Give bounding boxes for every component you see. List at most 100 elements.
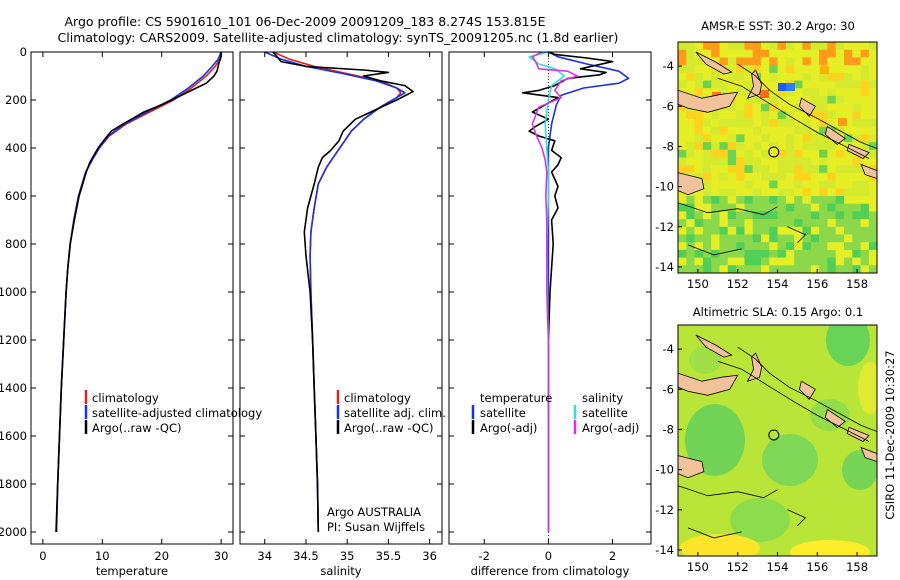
- sst-cell: [719, 80, 729, 89]
- sst-cell: [794, 242, 803, 251]
- sst-cell: [752, 203, 762, 212]
- sst-cell: [860, 180, 870, 189]
- sst-cell: [769, 95, 778, 104]
- sst-cell: [860, 134, 870, 143]
- sst-cell: [835, 57, 845, 66]
- sst-cell: [852, 211, 861, 220]
- sst-cell: [736, 203, 745, 212]
- sst-cell: [702, 134, 712, 143]
- sst-cell: [752, 180, 762, 189]
- difference-series-3: [531, 51, 579, 532]
- sst-cell: [727, 142, 737, 151]
- sst-cell: [752, 188, 762, 197]
- x-tick-label: 34: [257, 549, 272, 563]
- sst-cell: [794, 49, 803, 58]
- sst-cell: [844, 88, 853, 97]
- sla-map-title: Altimetric SLA: 0.15 Argo: 0.1: [693, 305, 863, 319]
- sst-cell: [819, 165, 828, 174]
- sst-cell: [819, 219, 828, 228]
- sst-cell: [736, 257, 745, 266]
- sst-cell: [761, 72, 770, 81]
- sst-cell: [711, 211, 720, 220]
- sst-cell: [777, 88, 787, 97]
- sst-cell: [827, 80, 836, 89]
- sst-cell: [702, 242, 712, 251]
- sst-cell: [810, 196, 820, 204]
- sst-cell: [852, 57, 861, 66]
- sst-cell: [727, 103, 737, 112]
- sst-cell: [702, 72, 712, 81]
- legend-label-temperature: temperature: [480, 391, 552, 405]
- sst-cell: [769, 72, 778, 81]
- sst-cell: [711, 203, 720, 212]
- sst-cell: [702, 249, 712, 258]
- sst-cell: [844, 249, 853, 258]
- sst-cell: [794, 226, 803, 235]
- sst-cell: [860, 234, 870, 243]
- sst-cell: [694, 88, 704, 97]
- sst-cell: [719, 265, 729, 273]
- sst-cell: [686, 234, 695, 243]
- sst-cell: [802, 219, 812, 228]
- sst-cell: [711, 188, 720, 197]
- sst-cell: [844, 211, 853, 220]
- sst-cell: [694, 219, 704, 228]
- sst-cell: [736, 119, 745, 127]
- sst-cell: [852, 126, 861, 135]
- sst-cell: [719, 57, 729, 66]
- sst-cell: [835, 72, 845, 81]
- sst-cell: [852, 65, 861, 74]
- sst-cell: [736, 234, 745, 243]
- lon-tick-label: 150: [687, 560, 709, 574]
- sst-cell: [860, 265, 870, 273]
- sst-cell: [777, 142, 787, 151]
- lon-tick-label: 158: [846, 560, 868, 574]
- sst-cell: [844, 119, 853, 127]
- sst-cell: [777, 249, 787, 258]
- x-tick-label: 34.5: [293, 549, 319, 563]
- sst-cell: [794, 172, 803, 181]
- sst-cell: [694, 57, 704, 66]
- sst-cell: [761, 265, 770, 273]
- sst-cell: [769, 119, 778, 127]
- sst-cell: [819, 57, 828, 66]
- sst-cell: [802, 242, 812, 251]
- sst-cell: [769, 103, 778, 112]
- sst-cell: [727, 234, 737, 243]
- sst-cell: [852, 142, 861, 151]
- sst-cell: [785, 249, 795, 258]
- sst-cell: [744, 165, 753, 174]
- sst-cell: [810, 165, 820, 174]
- sst-cell: [868, 188, 877, 197]
- sst-cell: [835, 211, 845, 220]
- sst-cell: [802, 65, 812, 74]
- sst-cell: [844, 265, 853, 273]
- sst-cell: [852, 42, 861, 50]
- land-polygon: [746, 69, 763, 99]
- sst-cell: [761, 234, 770, 243]
- sst-cell: [785, 165, 795, 174]
- sst-cell: [860, 65, 870, 74]
- sst-cell: [719, 88, 729, 97]
- sst-cell: [835, 265, 845, 273]
- sst-cell: [860, 257, 870, 266]
- sst-cell: [844, 203, 853, 212]
- sst-cell: [769, 234, 778, 243]
- sst-cell: [711, 242, 720, 251]
- sst-cell: [802, 142, 812, 151]
- sst-cell: [835, 103, 845, 112]
- sst-cell: [810, 88, 820, 97]
- sst-cell: [678, 49, 687, 58]
- sst-cell: [711, 180, 720, 189]
- sst-cell: [727, 265, 737, 273]
- sst-cell: [785, 180, 795, 189]
- y-tick-label: 1000: [0, 285, 27, 299]
- sst-cell: [711, 257, 720, 266]
- sst-cell: [686, 196, 695, 204]
- sst-cell: [752, 95, 762, 104]
- sst-cell: [819, 188, 828, 197]
- sst-cell: [686, 88, 695, 97]
- sst-cell: [702, 196, 712, 204]
- sst-cell: [844, 103, 853, 112]
- sst-cell: [785, 242, 795, 251]
